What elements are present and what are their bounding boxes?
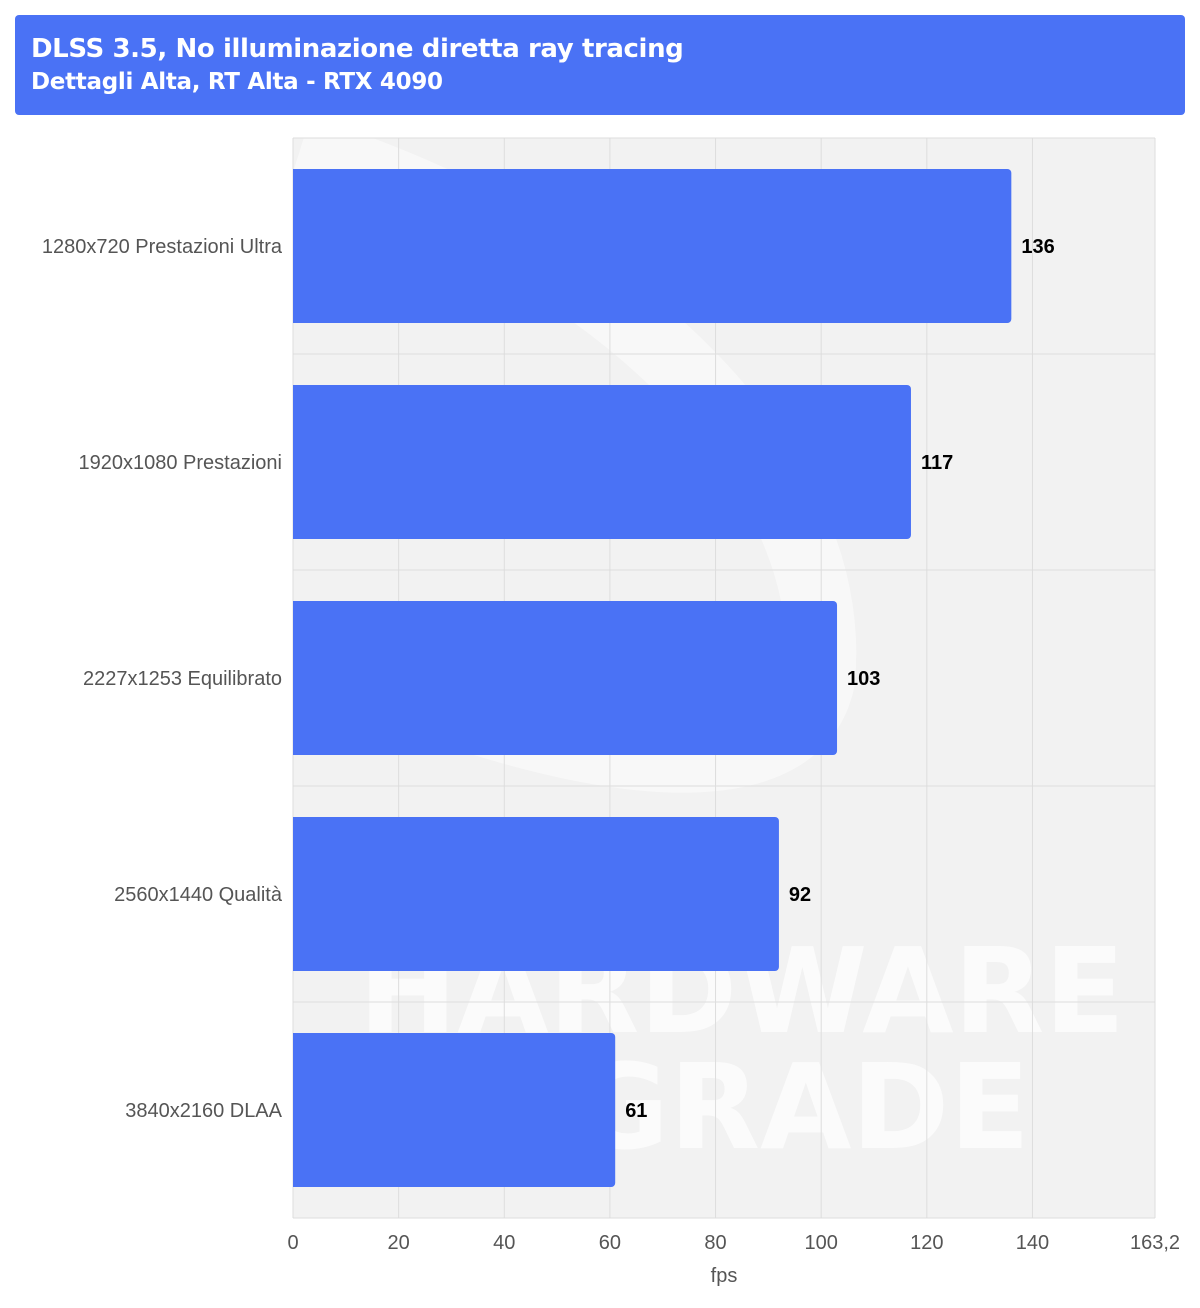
x-tick-label: 80 bbox=[704, 1232, 726, 1254]
bar-left-edge bbox=[293, 817, 299, 971]
bar-left-edge bbox=[293, 385, 299, 539]
bar bbox=[293, 1033, 616, 1187]
category-label: 1920x1080 Prestazioni bbox=[79, 452, 282, 474]
data-label: 136 bbox=[1021, 236, 1054, 258]
x-tick-label: 100 bbox=[804, 1232, 837, 1254]
bar-left-edge bbox=[293, 1033, 299, 1187]
x-axis-title: fps bbox=[711, 1265, 738, 1287]
bar bbox=[293, 385, 911, 539]
category-label: 2227x1253 Equilibrato bbox=[83, 668, 282, 690]
chart-title: DLSS 3.5, No illuminazione diretta ray t… bbox=[31, 34, 684, 64]
data-label: 103 bbox=[847, 668, 880, 690]
x-tick-label: 163,2 bbox=[1130, 1232, 1180, 1254]
x-tick-label: 20 bbox=[388, 1232, 410, 1254]
category-label: 2560x1440 Qualità bbox=[114, 884, 283, 906]
chart-header: DLSS 3.5, No illuminazione diretta ray t… bbox=[15, 15, 1185, 115]
data-label: 61 bbox=[625, 1100, 647, 1122]
category-label: 3840x2160 DLAA bbox=[125, 1100, 282, 1122]
bar-left-edge bbox=[293, 601, 299, 755]
data-label: 117 bbox=[921, 452, 953, 474]
category-label: 1280x720 Prestazioni Ultra bbox=[42, 236, 283, 258]
bars bbox=[293, 169, 1012, 1187]
x-tick-label: 60 bbox=[599, 1232, 621, 1254]
bar-left-edge bbox=[293, 169, 299, 323]
bar bbox=[293, 817, 779, 971]
bar bbox=[293, 169, 1012, 323]
labels: 136 1280x720 Prestazioni Ultra 117 1920x108… bbox=[42, 236, 1180, 1254]
x-tick-label: 140 bbox=[1016, 1232, 1049, 1254]
x-tick-label: 0 bbox=[287, 1232, 298, 1254]
x-tick-label: 120 bbox=[910, 1232, 943, 1254]
bar bbox=[293, 601, 838, 755]
data-label: 92 bbox=[789, 884, 811, 906]
x-tick-label: 40 bbox=[493, 1232, 515, 1254]
chart-subtitle: Dettagli Alta, RT Alta - RTX 4090 bbox=[31, 69, 443, 95]
